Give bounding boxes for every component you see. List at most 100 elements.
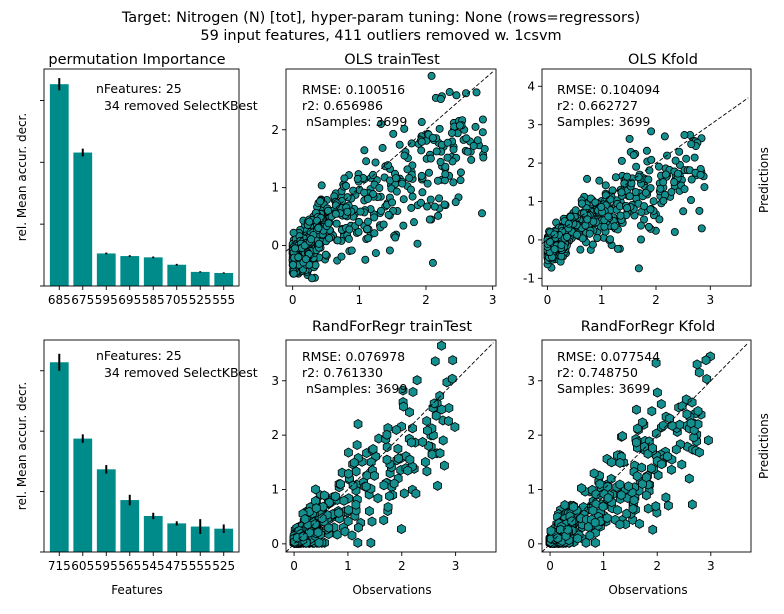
data-point [362,157,371,166]
data-point [704,435,713,446]
data-point [391,233,400,242]
axes-frame [285,68,497,287]
data-point [399,488,409,499]
data-point [658,420,668,431]
x-tick-label: 1 [356,293,364,307]
data-point [617,188,626,197]
data-point [648,443,657,454]
data-point [472,88,481,97]
data-point [339,495,349,506]
data-point [653,387,662,398]
data-point [637,462,646,473]
data-point [382,454,392,465]
data-point [400,124,409,133]
data-point [313,285,317,286]
data-point [687,140,696,149]
data-point [375,184,384,193]
data-point [695,206,704,215]
axes-frame [285,339,497,553]
data-point [408,192,417,201]
data-point [344,447,353,458]
y-tick-label: 2 [527,428,535,442]
data-point [360,188,369,197]
data-point [382,429,392,440]
data-point [682,409,692,420]
data-point [343,516,353,527]
data-point [378,143,387,152]
data-point [413,239,422,248]
data-point [647,155,656,164]
data-point [430,356,440,367]
data-point [616,490,626,501]
data-point [347,530,357,541]
data-point [365,506,374,517]
y-tick-label: 1 [527,195,535,209]
rf-kfold-panel: 0 1 2 3 0 1 2 3 RandForRegr Kfold RMSE: 0.07754… [527,319,771,597]
x-tick-label: 2 [652,293,660,307]
data-point [352,439,362,451]
data-point [601,191,610,200]
data-point [367,516,377,527]
data-point [696,170,705,179]
data-point [445,88,454,97]
bar [120,256,140,286]
data-point [463,147,472,156]
data-point [441,170,450,179]
axes-frame [541,339,752,553]
data-point [649,197,658,206]
data-point [611,173,620,182]
x-tick-label: 0 [289,293,297,307]
y-tick-label: -1 [523,271,535,285]
data-point [348,480,358,491]
data-point [315,239,324,248]
data-point [680,131,689,140]
data-point [667,187,676,196]
data-point [356,207,365,216]
data-point [634,264,643,273]
data-point [333,236,342,245]
plot-layer: 0 1 2 3 0 1 2 [271,68,497,307]
data-point [694,367,704,378]
suptitle-line-1: Target: Nitrogen (N) [tot], hyper-param … [121,10,640,26]
panel-title: RandForRegr Kfold [581,319,716,335]
data-point [307,274,316,283]
data-point [588,505,598,516]
data-point [301,255,310,264]
data-point [398,179,407,188]
data-point [624,481,633,492]
data-point [368,444,378,455]
data-point [631,188,640,197]
data-point [701,355,711,366]
data-point [325,234,334,243]
x-tick-label: 0 [546,559,554,573]
data-point [428,133,437,142]
data-point [659,178,668,187]
data-point [409,218,418,227]
identity-line [285,342,494,553]
data-point [581,537,591,548]
data-point [417,146,426,155]
data-point [435,448,445,459]
data-point [405,174,414,183]
data-point [651,357,661,369]
data-point [628,503,638,514]
data-point [604,212,613,221]
data-point [577,199,586,208]
identity-line [541,342,749,553]
data-point [360,146,369,155]
data-point [317,181,326,190]
plot-layer: 0 1 2 3 -1 0 1 2 3 4 [523,68,752,307]
data-point [424,168,433,177]
data-point [687,196,696,205]
data-point [400,151,409,160]
x-tick-label: 705 [165,293,188,307]
data-point [324,219,333,228]
bar [214,272,234,286]
data-point [399,401,408,412]
data-point [687,175,696,184]
data-point [657,459,666,470]
data-point [667,420,677,431]
data-point [369,190,378,199]
data-point [444,402,454,414]
data-point [636,221,645,230]
